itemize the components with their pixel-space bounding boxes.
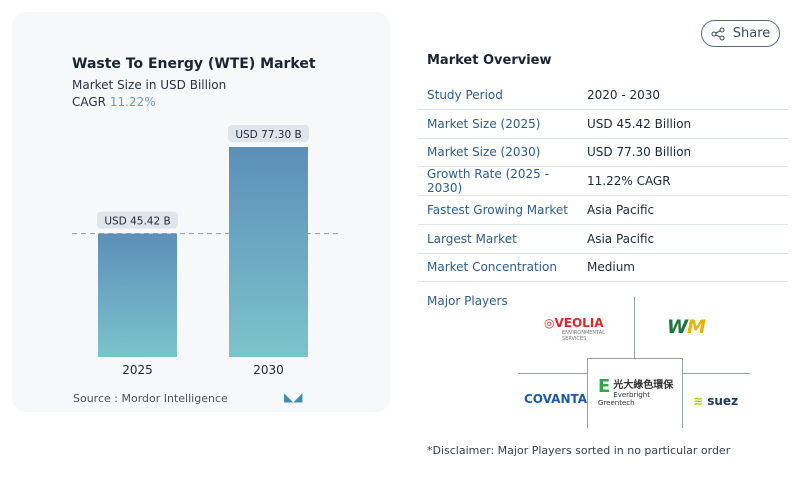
- overview-row: Largest Market Asia Pacific: [418, 225, 788, 254]
- overview-row: Market Concentration Medium: [418, 253, 788, 283]
- overview-row: Market Size (2025) USD 45.42 Billion: [418, 110, 788, 139]
- overview-row: Study Period 2020 - 2030: [418, 81, 788, 110]
- x-tick-label: 2025: [122, 363, 153, 377]
- everbright-logo: E 光大綠色環保 Everbright Greentech: [598, 376, 674, 407]
- cagr-label: CAGR: [72, 95, 107, 109]
- source-text: Source : Mordor Intelligence: [73, 392, 228, 405]
- bar-2030: [229, 147, 308, 357]
- chart-subtitle: Market Size in USD Billion: [72, 78, 227, 92]
- row-label: Fastest Growing Market: [427, 202, 569, 217]
- data-label: USD 77.30 B: [235, 129, 301, 141]
- row-label: Market Size (2025): [427, 116, 541, 131]
- share-button[interactable]: Share: [701, 20, 780, 47]
- cagr-value: 11.22%: [109, 95, 156, 109]
- row-label: Study Period: [427, 88, 503, 102]
- row-value: 11.22% CAGR: [587, 174, 671, 189]
- cagr: CAGR 11.22%: [72, 95, 156, 109]
- row-value: USD 45.42 Billion: [587, 116, 692, 131]
- overview-row: Fastest Growing Market Asia Pacific: [418, 196, 788, 225]
- overview-row: Market Size (2030) USD 77.30 Billion: [418, 138, 788, 168]
- row-label: Largest Market: [427, 231, 517, 246]
- data-label: USD 45.42 B: [104, 216, 170, 228]
- row-label: Market Size (2030): [427, 145, 541, 160]
- row-value: USD 77.30 Billion: [587, 145, 692, 160]
- covanta-logo: COVANTA: [524, 392, 588, 406]
- row-value: 2020 - 2030: [587, 88, 661, 102]
- data-label-bg: [97, 211, 178, 229]
- share-label: Share: [732, 26, 771, 41]
- overview-title: Market Overview: [427, 53, 552, 68]
- chart-title: Waste To Energy (WTE) Market: [72, 56, 316, 72]
- data-label-bg: [228, 125, 309, 142]
- veolia-logo: ◎VEOLIA ENVIRONMENTAL SERVICES: [544, 316, 606, 342]
- disclaimer: *Disclaimer: Major Players sorted in no …: [427, 444, 731, 457]
- wm-logo: WM: [667, 316, 706, 338]
- row-value: Asia Pacific: [587, 231, 655, 246]
- row-label: Market Concentration: [427, 260, 557, 275]
- row-value: Medium: [587, 260, 635, 275]
- row-value: Asia Pacific: [587, 202, 655, 217]
- x-tick-label: 2030: [253, 363, 284, 377]
- mordor-logo: ◣◢: [284, 390, 303, 404]
- bar-2025: [98, 233, 177, 357]
- chart-card: [12, 12, 390, 412]
- major-players-title: Major Players: [427, 294, 508, 308]
- logo-box: [587, 358, 683, 428]
- overview-row: Growth Rate (2025 - 2030) 11.22% CAGR: [418, 167, 788, 197]
- row-label: Growth Rate (2025 - 2030): [427, 167, 549, 196]
- suez-logo: ≋ suez: [693, 394, 739, 408]
- share-icon: [711, 27, 725, 40]
- bar-chart: USD 45.42 B 2025 USD 77.30 B 2030: [72, 125, 338, 377]
